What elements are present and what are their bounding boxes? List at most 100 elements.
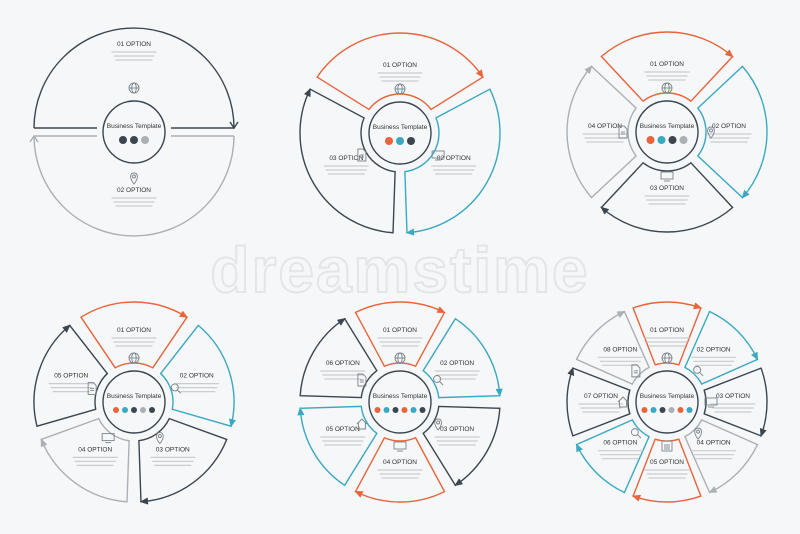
segment-8: 08 OPTION [575, 310, 650, 385]
search-icon [693, 365, 704, 377]
monitor-icon [393, 441, 407, 452]
center-dot [113, 407, 119, 413]
option-label: 04 OPTION [383, 459, 417, 466]
option-label: 03 OPTION [716, 393, 750, 400]
option-label: 03 OPTION [650, 185, 684, 192]
arrowhead [62, 324, 71, 333]
center-dot [679, 136, 688, 144]
monitor-icon [101, 433, 115, 444]
center-hub: Business Template [368, 101, 432, 165]
segment-4: 04 OPTION [566, 65, 638, 199]
option-label: 06 OPTION [326, 360, 360, 367]
center-label: Business Template [373, 393, 428, 400]
center-dot [396, 137, 404, 145]
monitor-icon [660, 171, 674, 182]
home-icon [617, 396, 629, 408]
option-label: 04 OPTION [697, 440, 731, 447]
search-icon [170, 383, 182, 394]
segment-3: 03 OPTION [600, 161, 734, 233]
option-label: 01 OPTION [650, 61, 684, 68]
document-icon [357, 373, 367, 387]
center-label: Business Template [640, 123, 695, 130]
center-dot [641, 407, 648, 413]
arrowhead [179, 310, 189, 318]
arrowhead [616, 310, 626, 318]
pin-icon [694, 427, 702, 440]
monitor-icon [431, 150, 445, 161]
segment-1: 01 OPTION [33, 27, 239, 130]
center-dot [401, 407, 408, 413]
arrowhead [495, 388, 503, 397]
segment-2: 02 OPTION [29, 134, 235, 237]
arrowhead [751, 351, 759, 361]
segment-2: 02 OPTION [684, 310, 759, 385]
segment-outline [40, 417, 130, 503]
center-circle [635, 370, 699, 434]
option-label: 08 OPTION [603, 346, 637, 353]
arrowhead [405, 228, 415, 236]
segment-outline [703, 367, 768, 437]
center-dot [130, 136, 138, 144]
center-label: Business Template [640, 393, 695, 400]
arrowhead [741, 190, 750, 199]
center-label: Business Template [107, 123, 162, 130]
center-dot [668, 407, 675, 413]
segment-3: 03 OPTION [703, 367, 768, 438]
center-dot [668, 136, 677, 144]
home-icon [356, 418, 368, 430]
center-dot [122, 407, 128, 413]
option-label: 07 OPTION [584, 393, 618, 400]
option-label: 01 OPTION [117, 327, 151, 334]
segment-outline [316, 32, 484, 111]
globe-icon [394, 83, 406, 95]
segment-1: 01 OPTION [316, 32, 484, 111]
monitor-icon [704, 397, 718, 408]
arrowhead [304, 88, 311, 97]
segment-1: 01 OPTION [80, 301, 189, 369]
option-label: 01 OPTION [117, 41, 151, 48]
center-dot [410, 407, 417, 413]
option-label: 04 OPTION [78, 446, 112, 453]
center-hub: Business Template [368, 370, 432, 434]
option-label: 01 OPTION [650, 327, 684, 334]
center-dot [659, 407, 666, 413]
arrowhead [297, 407, 305, 416]
option-label: 02 OPTION [437, 155, 471, 162]
option-label: 03 OPTION [440, 426, 474, 433]
segment-3: 03 OPTION [138, 417, 228, 505]
option-label: 05 OPTION [650, 459, 684, 466]
center-dot [383, 407, 390, 413]
arrowhead [139, 497, 149, 505]
segment-1: 01 OPTION [632, 301, 703, 366]
arrowhead [759, 428, 767, 438]
pin-icon [130, 172, 138, 185]
option-label: 01 OPTION [383, 62, 417, 69]
diagram-3-options: 01 OPTION 02 OPTION 03 OPTION Business Temp… [299, 32, 501, 236]
center-circle [368, 370, 432, 434]
pin-icon [707, 126, 715, 139]
search-icon [433, 375, 444, 386]
segment-outline [422, 317, 501, 399]
center-hub: Business Template [635, 100, 699, 164]
arrowhead [454, 478, 463, 487]
arrowhead [436, 306, 446, 313]
center-dot [657, 136, 666, 144]
segment-3: 03 OPTION [422, 405, 501, 487]
center-hub: Business Template [635, 370, 699, 434]
option-label: 03 OPTION [156, 446, 190, 453]
segment-5: 05 OPTION [631, 438, 702, 503]
center-dot [686, 407, 693, 413]
center-dot [407, 137, 415, 145]
segment-7: 07 OPTION [566, 366, 631, 437]
segment-outline [299, 88, 396, 234]
center-dot [392, 407, 399, 413]
search-icon [630, 428, 642, 439]
globe-icon [128, 82, 140, 94]
option-label: 02 OPTION [697, 346, 731, 353]
center-dot [141, 136, 149, 144]
segment-outline [566, 65, 638, 199]
option-label: 01 OPTION [383, 327, 417, 334]
center-circle [102, 100, 166, 164]
arrowhead [567, 366, 575, 376]
